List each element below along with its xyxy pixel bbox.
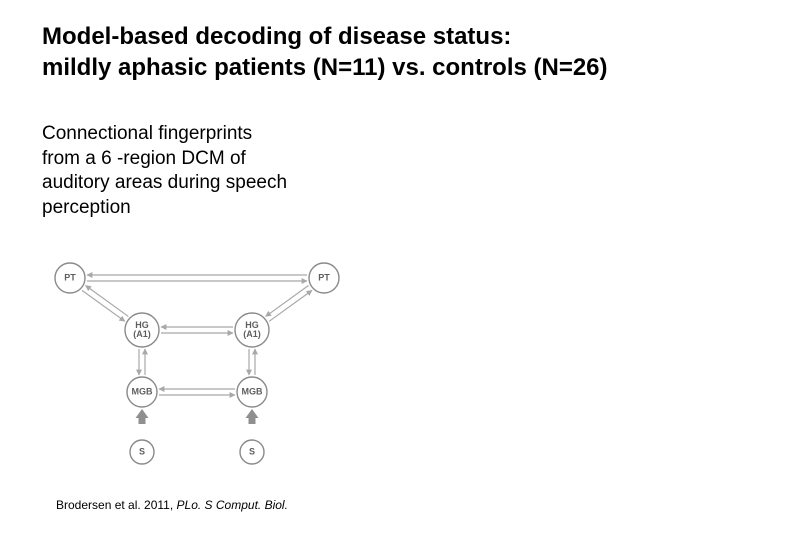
subtitle-line-1: Connectional fingerprints [42,123,252,144]
slide-subtitle: Connectional fingerprints from a 6 -regi… [42,122,287,221]
slide: Model-based decoding of disease status: … [0,0,810,540]
title-line-1: Model-based decoding of disease status: [42,23,511,50]
node-label: (A1) [243,329,261,339]
edges [82,275,312,424]
node-label: MGB [242,387,263,397]
citation: Brodersen et al. 2011, PLo. S Comput. Bi… [56,498,288,512]
title-line-2: mildly aphasic patients (N=11) vs. contr… [42,54,608,81]
node-label: PT [64,273,76,283]
network-svg: PTPTHG(A1)HG(A1)MGBMGBSS [42,260,352,465]
node-label: S [139,447,145,457]
slide-title: Model-based decoding of disease status: … [42,22,608,83]
citation-journal: PLo. S Comput. Biol. [177,498,288,512]
input-arrow [246,409,259,424]
subtitle-line-2: from a 6 -region DCM of [42,148,246,169]
node-label: MGB [132,387,153,397]
nodes: PTPTHG(A1)HG(A1)MGBMGBSS [55,263,339,464]
input-arrow [136,409,149,424]
node-label: PT [318,273,330,283]
subtitle-line-4: perception [42,197,131,218]
citation-prefix: Brodersen et al. 2011, [56,498,177,512]
node-label: S [249,447,255,457]
connectivity-diagram: PTPTHG(A1)HG(A1)MGBMGBSS [42,260,352,470]
subtitle-line-3: auditory areas during speech [42,172,287,193]
node-label: (A1) [133,329,151,339]
